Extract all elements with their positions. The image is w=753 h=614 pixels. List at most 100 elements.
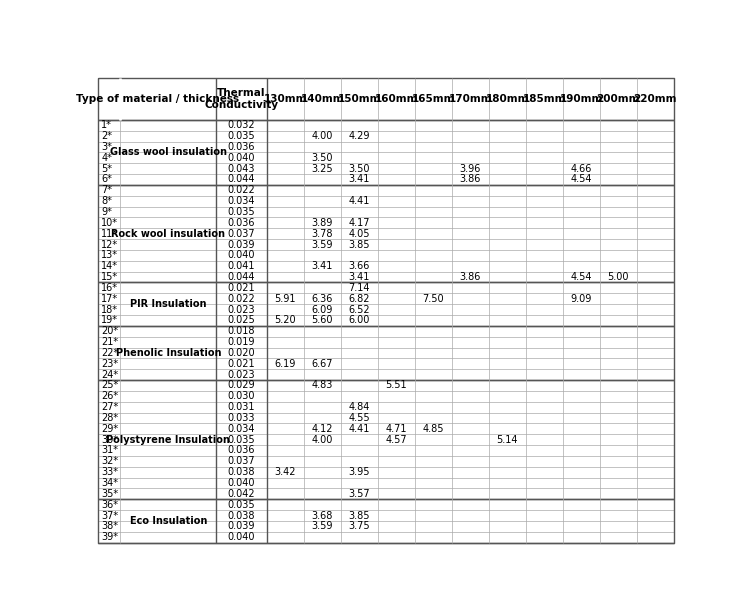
Text: 0.040: 0.040 — [228, 251, 255, 260]
Text: 150mm: 150mm — [337, 94, 381, 104]
Text: 3.95: 3.95 — [349, 467, 370, 477]
Text: 0.039: 0.039 — [228, 239, 255, 249]
Text: Thermal
Conductivity: Thermal Conductivity — [205, 88, 279, 109]
Text: 38*: 38* — [101, 521, 118, 531]
Text: 23*: 23* — [101, 359, 118, 369]
Text: 0.033: 0.033 — [228, 413, 255, 423]
Text: 36*: 36* — [101, 500, 118, 510]
Text: 0.021: 0.021 — [227, 283, 255, 293]
Text: 0.042: 0.042 — [227, 489, 255, 499]
Text: 0.039: 0.039 — [228, 521, 255, 531]
Text: 12*: 12* — [101, 239, 118, 249]
Text: 0.030: 0.030 — [228, 391, 255, 402]
Text: 8*: 8* — [101, 196, 112, 206]
Text: 4.05: 4.05 — [349, 228, 370, 239]
Text: 7.50: 7.50 — [422, 293, 444, 304]
Text: 28*: 28* — [101, 413, 118, 423]
Text: 17*: 17* — [101, 293, 118, 304]
Text: 7*: 7* — [101, 185, 112, 195]
Text: 0.038: 0.038 — [228, 467, 255, 477]
Text: 0.021: 0.021 — [227, 359, 255, 369]
Text: 3.85: 3.85 — [349, 510, 370, 521]
Text: 3.59: 3.59 — [312, 239, 333, 249]
Text: 3.66: 3.66 — [349, 261, 370, 271]
Text: 3.57: 3.57 — [349, 489, 370, 499]
Text: 0.025: 0.025 — [227, 316, 255, 325]
Text: 0.040: 0.040 — [228, 478, 255, 488]
Text: 4.29: 4.29 — [349, 131, 370, 141]
Text: 3.78: 3.78 — [312, 228, 333, 239]
Text: 34*: 34* — [101, 478, 118, 488]
Text: 0.035: 0.035 — [227, 207, 255, 217]
Text: 29*: 29* — [101, 424, 118, 434]
Text: 37*: 37* — [101, 510, 118, 521]
Text: 6.19: 6.19 — [275, 359, 296, 369]
Text: Polystyrene Insulation: Polystyrene Insulation — [106, 435, 230, 445]
Text: 0.044: 0.044 — [228, 174, 255, 184]
Text: 160mm: 160mm — [374, 94, 418, 104]
Text: 13*: 13* — [101, 251, 118, 260]
Text: 4.41: 4.41 — [349, 424, 370, 434]
Text: 5.00: 5.00 — [608, 272, 629, 282]
Text: 4.83: 4.83 — [312, 381, 333, 391]
Text: 3.50: 3.50 — [349, 164, 370, 174]
Text: 3.42: 3.42 — [275, 467, 296, 477]
Text: 130mm: 130mm — [264, 94, 307, 104]
Text: 0.037: 0.037 — [227, 228, 255, 239]
Text: 0.040: 0.040 — [228, 153, 255, 163]
Text: 0.035: 0.035 — [227, 131, 255, 141]
Text: Glass wool insulation: Glass wool insulation — [110, 147, 227, 157]
Text: 4.84: 4.84 — [349, 402, 370, 412]
Text: 140mm: 140mm — [300, 94, 344, 104]
Text: Eco Insulation: Eco Insulation — [130, 516, 207, 526]
Text: 6*: 6* — [101, 174, 112, 184]
Text: 5.51: 5.51 — [386, 381, 407, 391]
Text: 4.57: 4.57 — [386, 435, 407, 445]
Text: 0.043: 0.043 — [228, 164, 255, 174]
Text: 6.67: 6.67 — [312, 359, 333, 369]
Text: 3.85: 3.85 — [349, 239, 370, 249]
Text: 3.86: 3.86 — [459, 174, 481, 184]
Text: 3*: 3* — [101, 142, 112, 152]
Text: 4.71: 4.71 — [386, 424, 407, 434]
Text: 2*: 2* — [101, 131, 112, 141]
Text: 0.034: 0.034 — [228, 196, 255, 206]
Text: 15*: 15* — [101, 272, 118, 282]
Text: 6.82: 6.82 — [349, 293, 370, 304]
Text: Phenolic Insulation: Phenolic Insulation — [115, 348, 221, 358]
Text: 4*: 4* — [101, 153, 112, 163]
Text: 185mm: 185mm — [523, 94, 566, 104]
Text: 30*: 30* — [101, 435, 118, 445]
Text: 21*: 21* — [101, 337, 118, 347]
Text: 31*: 31* — [101, 446, 118, 456]
Text: 5.60: 5.60 — [312, 316, 333, 325]
Text: 3.25: 3.25 — [312, 164, 333, 174]
Text: 5.14: 5.14 — [496, 435, 518, 445]
Text: Type of material / thickness: Type of material / thickness — [75, 94, 239, 104]
Text: 26*: 26* — [101, 391, 118, 402]
Text: 0.020: 0.020 — [227, 348, 255, 358]
Text: 10*: 10* — [101, 218, 118, 228]
Text: 3.50: 3.50 — [312, 153, 333, 163]
Text: 0.029: 0.029 — [227, 381, 255, 391]
Text: 3.89: 3.89 — [312, 218, 333, 228]
Text: 0.036: 0.036 — [228, 142, 255, 152]
Text: 0.036: 0.036 — [228, 218, 255, 228]
Text: 16*: 16* — [101, 283, 118, 293]
Text: 19*: 19* — [101, 316, 118, 325]
Text: 1*: 1* — [101, 120, 112, 130]
Text: 0.022: 0.022 — [227, 293, 255, 304]
Text: 3.75: 3.75 — [349, 521, 370, 531]
Text: 11*: 11* — [101, 228, 118, 239]
Text: 5.91: 5.91 — [275, 293, 296, 304]
Text: 33*: 33* — [101, 467, 118, 477]
Text: 3.86: 3.86 — [459, 272, 481, 282]
Text: 14*: 14* — [101, 261, 118, 271]
Text: 4.12: 4.12 — [312, 424, 333, 434]
Text: 165mm: 165mm — [412, 94, 455, 104]
Text: 6.00: 6.00 — [349, 316, 370, 325]
Text: 18*: 18* — [101, 305, 118, 314]
Text: 4.54: 4.54 — [571, 174, 592, 184]
Text: 190mm: 190mm — [559, 94, 603, 104]
Text: 0.022: 0.022 — [227, 185, 255, 195]
